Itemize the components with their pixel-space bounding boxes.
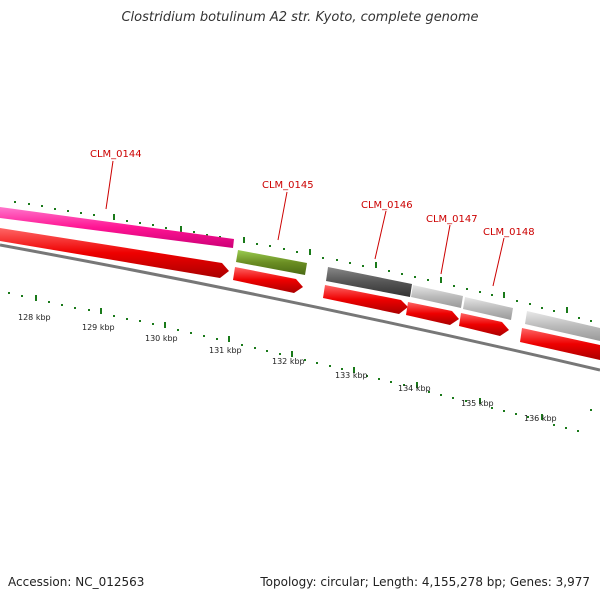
gene-label-clm-0147[interactable]: CLM_0147: [426, 214, 478, 225]
map-title: Clostridium botulinum A2 str. Kyoto, com…: [121, 10, 479, 25]
cds-arrow-track: [0, 228, 600, 360]
gene-label-clm-0145[interactable]: CLM_0145: [262, 180, 314, 191]
cds-arrow-4[interactable]: [406, 302, 459, 325]
scale-label-130: 130 kbp: [145, 334, 178, 343]
gene-label-clm-0144[interactable]: CLM_0144: [90, 149, 142, 160]
scale-labels: 128 kbp 129 kbp 130 kbp 131 kbp 132 kbp …: [18, 313, 557, 423]
gene-bar-clm-0145[interactable]: [236, 250, 307, 275]
gene-leader-lines: [105, 160, 505, 287]
accession-text: Accession: NC_012563: [8, 575, 145, 589]
scale-label-135: 135 kbp: [461, 399, 494, 408]
gene-label-clm-0148[interactable]: CLM_0148: [483, 227, 535, 238]
inner-scale-ticks: [8, 292, 592, 432]
genome-backbone: [0, 243, 600, 372]
scale-label-132: 132 kbp: [272, 357, 305, 366]
scale-label-133: 133 kbp: [335, 371, 368, 380]
scale-label-136: 136 kbp: [524, 414, 557, 423]
cds-arrow-1[interactable]: [0, 228, 229, 278]
gene-labels: CLM_0144 CLM_0145 CLM_0146 CLM_0147 CLM_…: [90, 149, 535, 238]
gene-bar-clm-0147[interactable]: [411, 285, 463, 308]
scale-label-134: 134 kbp: [398, 384, 431, 393]
scale-label-131: 131 kbp: [209, 346, 242, 355]
gene-bar-clm-0148[interactable]: [463, 297, 513, 320]
cds-arrow-6[interactable]: [520, 328, 600, 360]
scale-label-129: 129 kbp: [82, 323, 115, 332]
cds-arrow-3[interactable]: [323, 285, 408, 314]
gene-bar-next[interactable]: [525, 311, 600, 341]
cds-arrow-5[interactable]: [459, 313, 509, 336]
genome-stats-text: Topology: circular; Length: 4,155,278 bp…: [260, 575, 590, 589]
scale-label-128: 128 kbp: [18, 313, 51, 322]
cds-arrow-2[interactable]: [233, 267, 303, 293]
outer-tick-row: [14, 201, 592, 322]
gene-label-clm-0146[interactable]: CLM_0146: [361, 200, 413, 211]
gene-bar-clm-0144[interactable]: [0, 207, 234, 248]
gene-bar-clm-0146[interactable]: [326, 267, 412, 297]
top-feature-track: [0, 207, 600, 341]
